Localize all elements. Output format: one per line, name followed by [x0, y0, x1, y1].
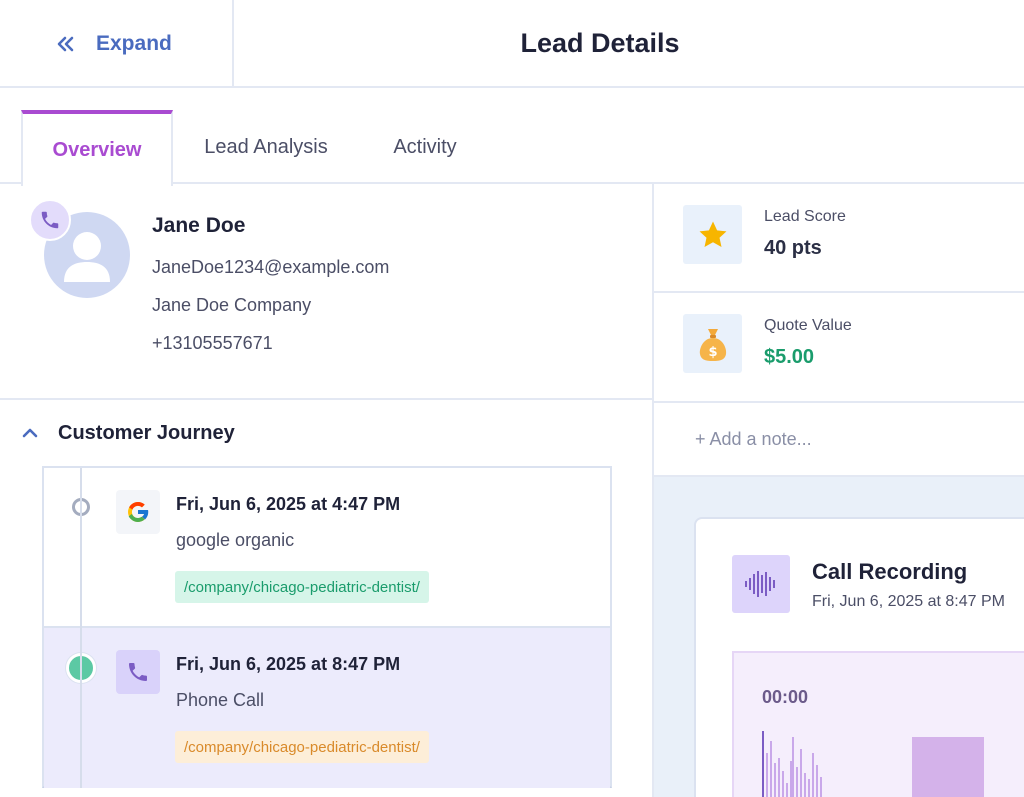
lead-company: Jane Doe Company	[152, 295, 312, 315]
double-chevron-left-icon	[56, 34, 78, 54]
page-title: Lead Details	[520, 27, 680, 58]
chevron-up-icon	[22, 425, 38, 441]
tab-bar: Overview Lead Analysis Activity	[0, 88, 1024, 186]
header: Expand Lead Details	[0, 0, 1024, 88]
journey-event[interactable]: Fri, Jun 6, 2025 at 4:47 PM google organ…	[44, 468, 610, 628]
waveform[interactable]	[734, 723, 1024, 797]
tab-activity[interactable]: Activity	[393, 135, 457, 158]
tab-lead-analysis[interactable]: Lead Analysis	[204, 135, 328, 158]
event-date: Fri, Jun 6, 2025 at 8:47 PM	[176, 654, 401, 674]
event-source: google organic	[176, 530, 295, 550]
journey-event[interactable]: Fri, Jun 6, 2025 at 8:47 PM Phone Call /…	[44, 628, 610, 788]
lead-phone: +13105557671	[152, 333, 273, 353]
google-icon	[116, 490, 160, 534]
lead-score-card: Lead Score 40 pts	[654, 184, 1024, 293]
tab-overview[interactable]: Overview	[21, 110, 173, 186]
recording-section: Call Recording Fri, Jun 6, 2025 at 8:47 …	[654, 477, 1024, 797]
lead-score-label: Lead Score	[764, 208, 846, 225]
event-path-badge[interactable]: /company/chicago-pediatric-dentist/	[175, 571, 429, 603]
phone-icon	[29, 199, 71, 241]
right-panel: Lead Score 40 pts $ Quote Value $5.00 + …	[654, 184, 1024, 797]
expand-label: Expand	[96, 32, 172, 55]
customer-journey-toggle[interactable]: Customer Journey	[0, 400, 652, 466]
star-icon	[683, 205, 742, 264]
expand-button[interactable]: Expand	[0, 0, 234, 88]
quote-value-amount: $5.00	[764, 346, 815, 368]
timeline-line	[80, 468, 82, 788]
quote-value-card: $ Quote Value $5.00	[654, 293, 1024, 403]
playback-time: 00:00	[762, 687, 809, 707]
call-recording-card: Call Recording Fri, Jun 6, 2025 at 8:47 …	[694, 517, 1024, 797]
phone-icon	[116, 650, 160, 694]
recording-date: Fri, Jun 6, 2025 at 8:47 PM	[812, 593, 1005, 610]
event-path-badge[interactable]: /company/chicago-pediatric-dentist/	[175, 731, 429, 763]
avatar	[44, 212, 130, 298]
money-bag-icon: $	[683, 314, 742, 373]
svg-text:$: $	[708, 345, 717, 360]
lead-email: JaneDoe1234@example.com	[152, 257, 390, 277]
journey-timeline: Fri, Jun 6, 2025 at 4:47 PM google organ…	[42, 466, 612, 788]
event-date: Fri, Jun 6, 2025 at 4:47 PM	[176, 494, 401, 514]
audio-player[interactable]: 00:00	[732, 651, 1024, 797]
add-note-button[interactable]: + Add a note...	[654, 403, 1024, 477]
event-source: Phone Call	[176, 690, 265, 710]
left-panel: Jane Doe JaneDoe1234@example.com Jane Do…	[0, 184, 654, 797]
lead-score-value: 40 pts	[764, 237, 822, 259]
lead-name: Jane Doe	[152, 214, 246, 237]
recording-title: Call Recording	[812, 559, 968, 584]
quote-value-label: Quote Value	[764, 317, 852, 334]
profile-card: Jane Doe JaneDoe1234@example.com Jane Do…	[0, 184, 652, 400]
audio-wave-icon	[732, 555, 790, 613]
customer-journey-title: Customer Journey	[58, 421, 235, 444]
